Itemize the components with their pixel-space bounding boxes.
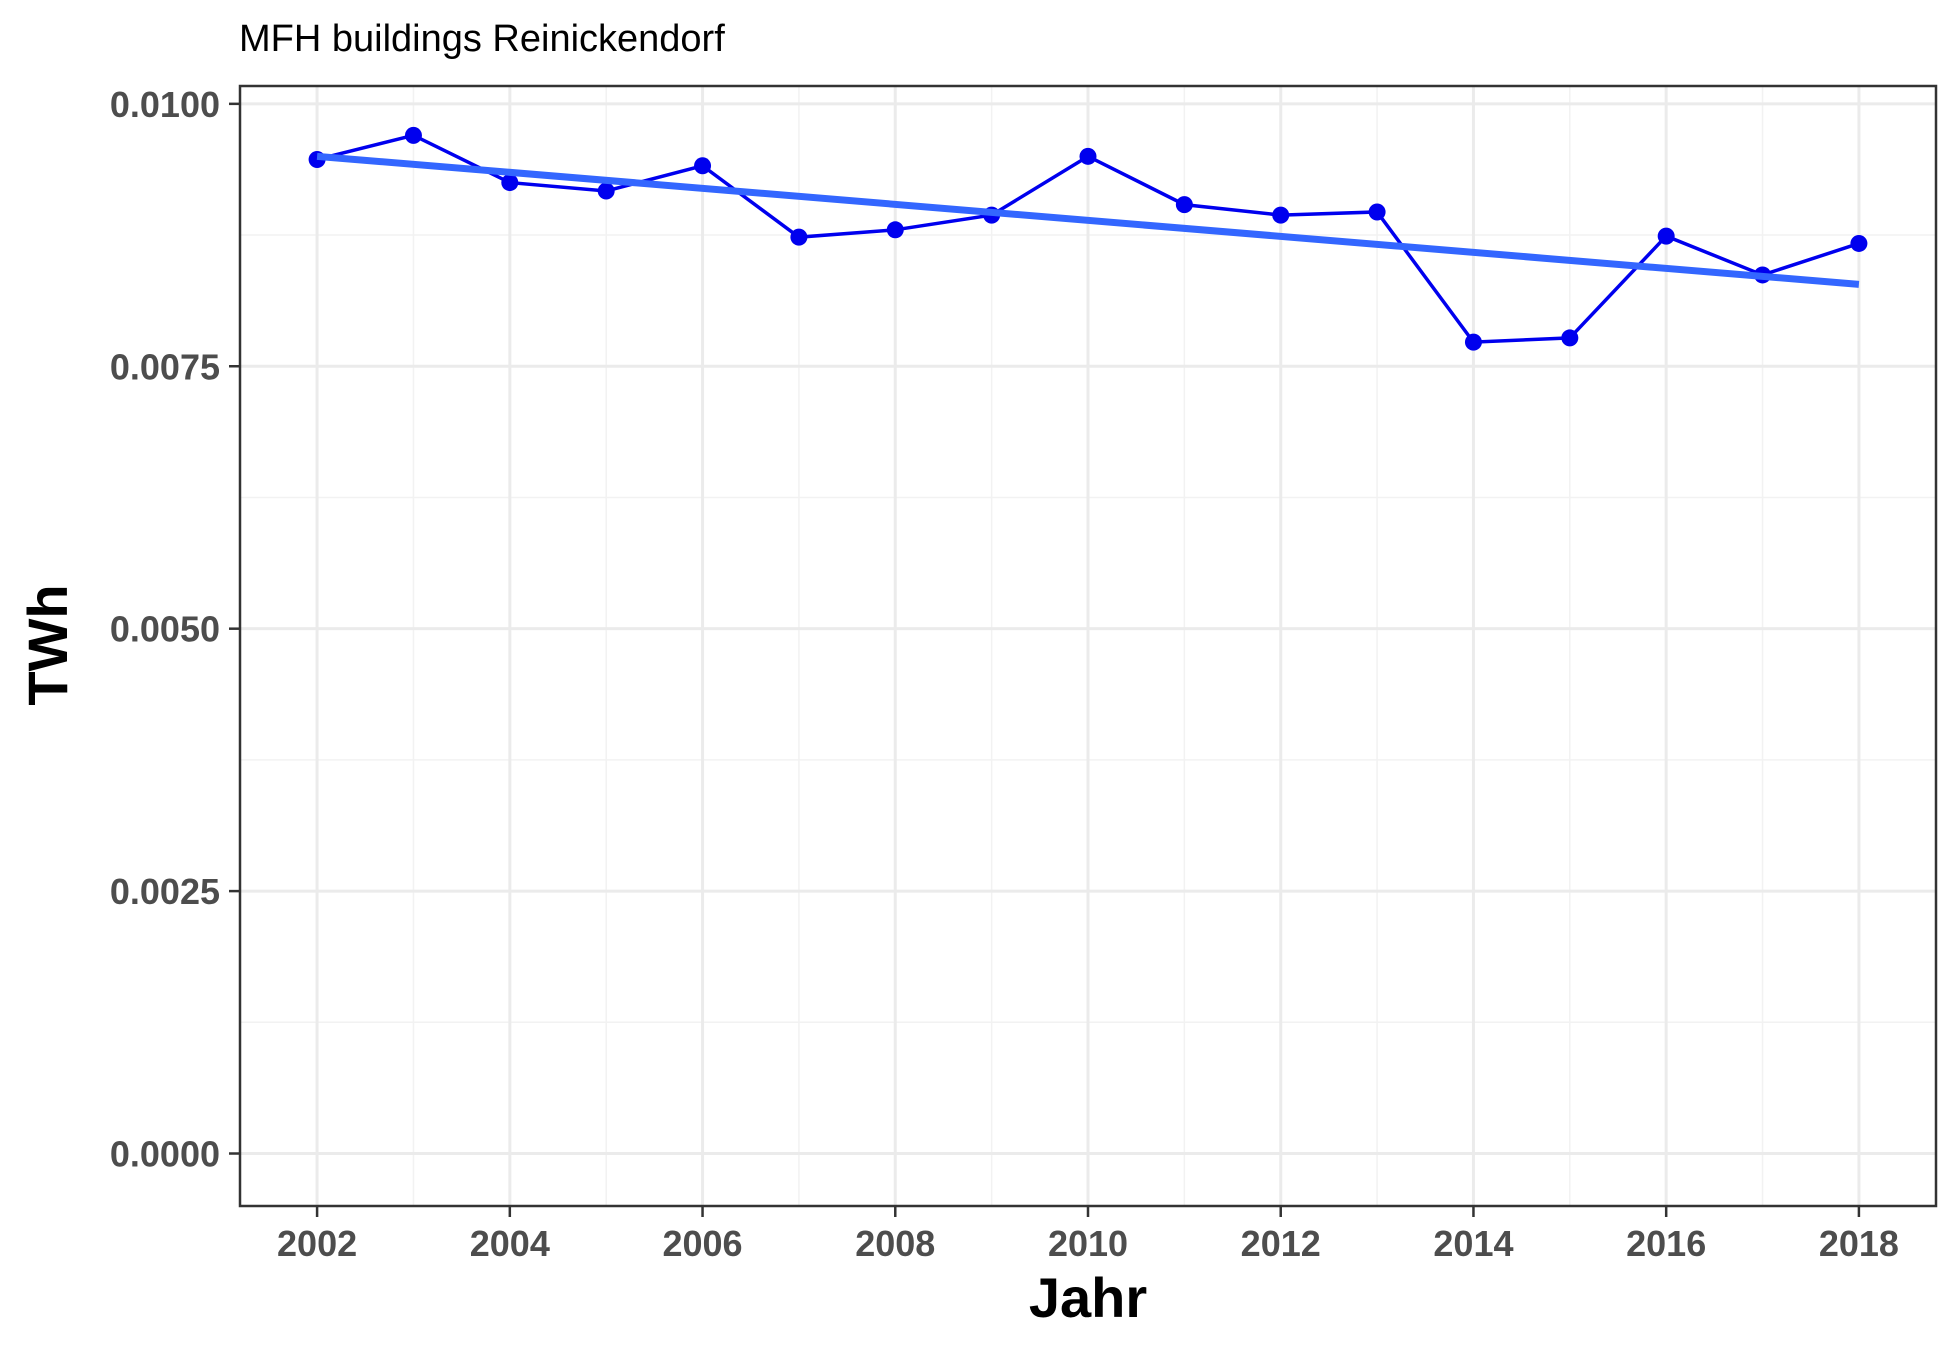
grid bbox=[240, 86, 1936, 1206]
data-point-2010 bbox=[1079, 147, 1097, 165]
trend-line bbox=[316, 152, 1860, 288]
y-tick-label: 0.0100 bbox=[110, 84, 220, 125]
chart-title: MFH buildings Reinickendorf bbox=[239, 18, 725, 60]
data-point-2006 bbox=[694, 157, 712, 175]
y-axis-tick-labels: 0.0000 0.0025 0.0050 0.0075 0.0100 bbox=[110, 84, 220, 1175]
data-point-2004 bbox=[501, 174, 519, 192]
data-point-2005 bbox=[597, 182, 615, 200]
data-point-2014 bbox=[1464, 333, 1482, 351]
axis-ticks bbox=[229, 102, 1861, 1217]
data-point-2011 bbox=[1175, 196, 1193, 214]
y-tick-label: 0.0000 bbox=[110, 1134, 220, 1175]
x-tick-label: 2010 bbox=[1048, 1223, 1128, 1264]
data-point-2016 bbox=[1657, 227, 1675, 245]
y-axis-title: TWh bbox=[16, 584, 79, 705]
data-point-2012 bbox=[1272, 206, 1290, 224]
x-axis-title: Jahr bbox=[1029, 1266, 1147, 1329]
data-point-2015 bbox=[1561, 329, 1579, 347]
x-tick-label: 2018 bbox=[1819, 1223, 1899, 1264]
x-tick-label: 2008 bbox=[855, 1223, 935, 1264]
x-tick-label: 2006 bbox=[662, 1223, 742, 1264]
x-axis-tick-labels: 2002 2004 2006 2008 2010 2012 2014 2016 2018 bbox=[277, 1223, 1899, 1264]
data-point-2013 bbox=[1368, 203, 1386, 221]
trend-line-group bbox=[316, 152, 1860, 288]
y-tick-label: 0.0050 bbox=[110, 609, 220, 650]
data-point-2007 bbox=[790, 228, 808, 246]
x-tick-label: 2002 bbox=[277, 1223, 357, 1264]
x-tick-label: 2004 bbox=[470, 1223, 550, 1264]
y-tick-label: 0.0075 bbox=[110, 346, 220, 387]
y-tick-label: 0.0025 bbox=[110, 871, 220, 912]
x-tick-label: 2014 bbox=[1433, 1223, 1513, 1264]
data-point-2018 bbox=[1850, 234, 1868, 252]
x-tick-label: 2012 bbox=[1241, 1223, 1321, 1264]
data-point-2008 bbox=[886, 221, 904, 239]
data-point-2003 bbox=[404, 126, 422, 144]
x-tick-label: 2016 bbox=[1626, 1223, 1706, 1264]
